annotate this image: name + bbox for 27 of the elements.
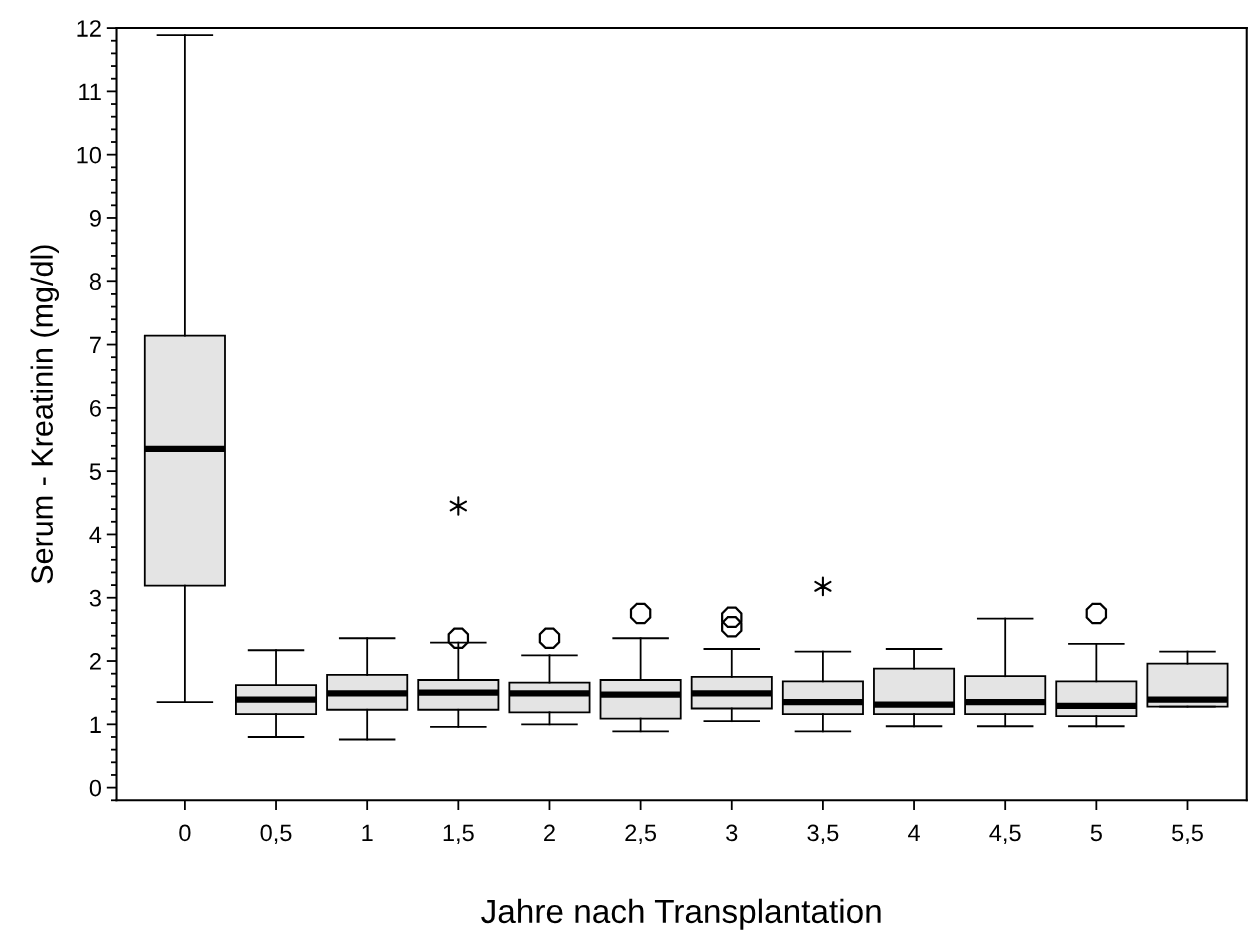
x-axis-title: Jahre nach Transplantation (481, 898, 881, 930)
y-tick-label: 11 (79, 83, 101, 100)
y-tick-label: 7 (90, 336, 101, 354)
y-axis-title: Serum - Kreatinin (mg/dl) (30, 245, 60, 584)
x-tick-label: 2,5 (625, 824, 657, 845)
y-tick-label: 5 (89, 463, 101, 480)
x-tick-label: 0 (179, 824, 191, 842)
x-tick-label: 5 (1090, 824, 1102, 842)
y-tick-label: 1 (90, 716, 101, 733)
x-tick-label: 1 (362, 824, 373, 841)
y-tick-label: 2 (90, 653, 101, 670)
y-tick-label: 10 (77, 146, 102, 164)
y-tick-label: 6 (90, 399, 101, 417)
y-tick-label: 4 (89, 526, 102, 543)
y-tick-label: 8 (89, 273, 101, 291)
x-tick-label: 1,5 (443, 824, 474, 845)
x-tick-label: 4,5 (989, 824, 1021, 845)
y-tick-label: 12 (77, 20, 101, 37)
x-tick-label: 5,5 (1172, 824, 1203, 845)
y-tick-label: 0 (89, 779, 102, 797)
x-tick-label: 3,5 (807, 824, 839, 845)
y-tick-label: 3 (89, 589, 101, 607)
x-tick-label: 2 (544, 824, 555, 841)
y-tick-label: 9 (89, 210, 101, 227)
x-tick-label: 4 (908, 824, 920, 841)
x-tick-label: 0,5 (260, 824, 292, 845)
x-tick-label: 3 (726, 824, 738, 842)
